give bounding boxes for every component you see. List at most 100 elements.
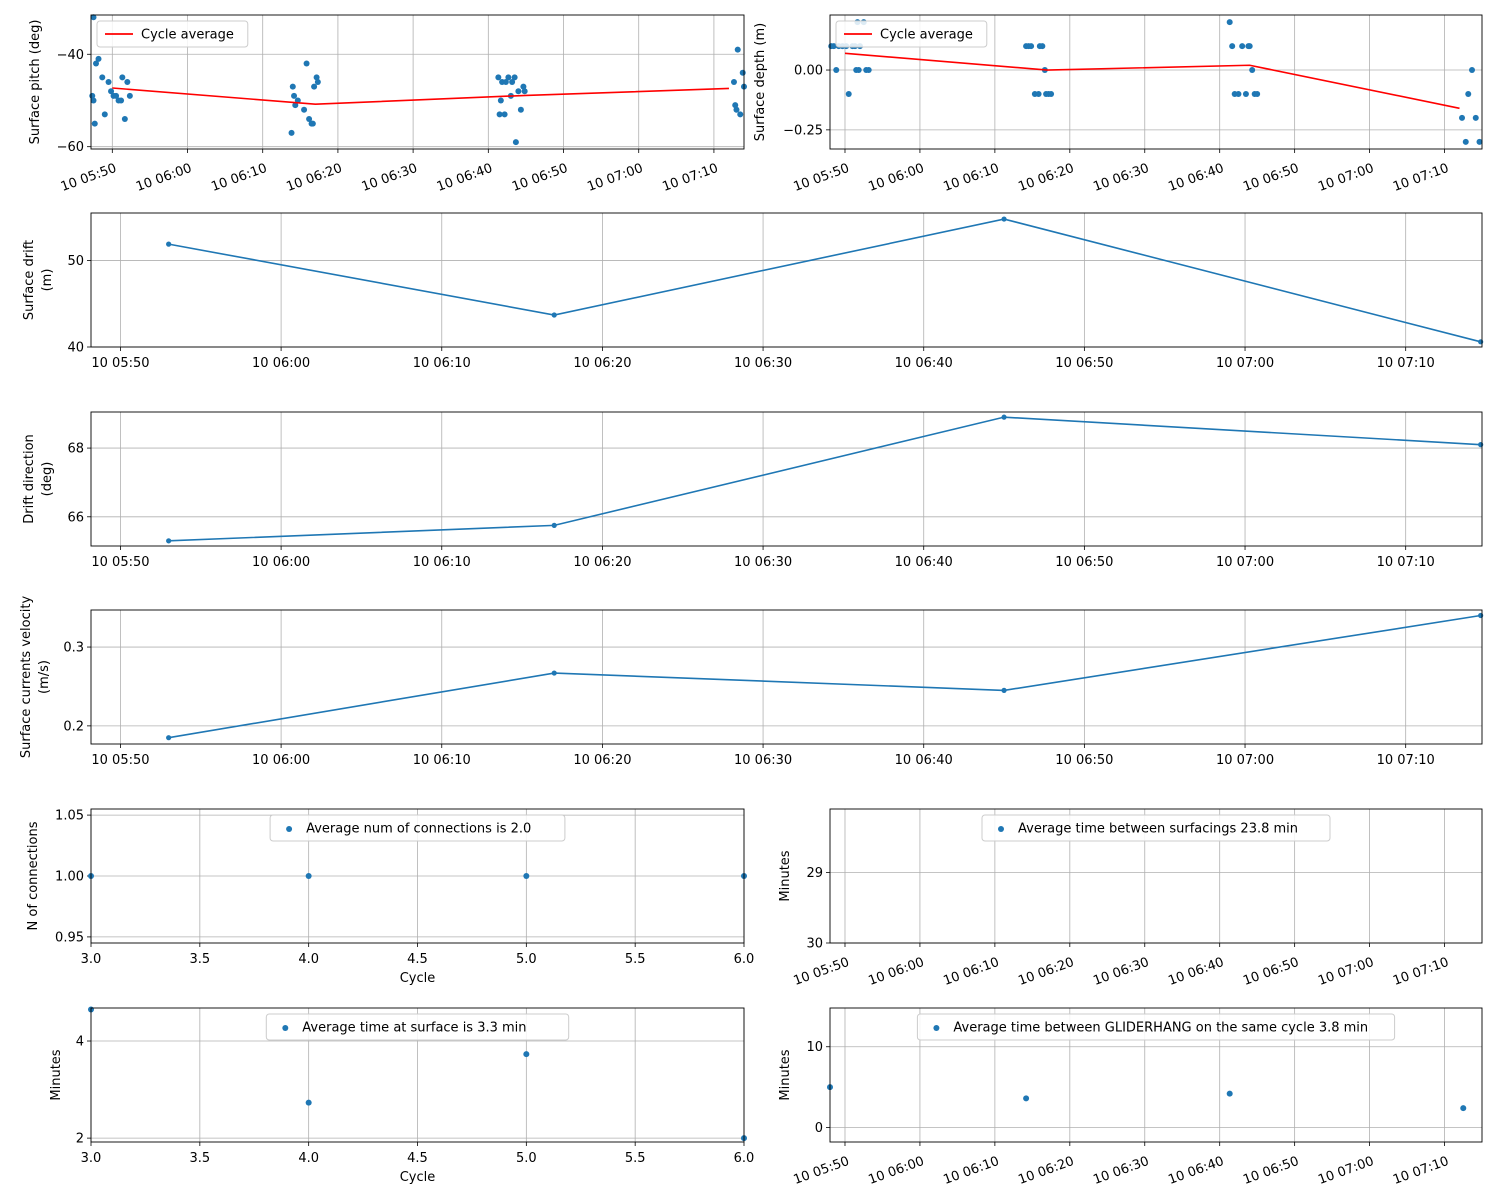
x-tick-label: 10 06:10	[413, 555, 471, 570]
series-line	[168, 416, 1481, 542]
x-tick-label: 10 06:50	[1055, 356, 1113, 371]
data-point	[511, 74, 518, 81]
y-axis-label: Minutes	[778, 850, 793, 901]
axes-frame	[90, 609, 1483, 745]
x-tick-label: 10 06:00	[867, 1154, 927, 1188]
data-point	[497, 97, 504, 104]
data-point	[515, 88, 522, 95]
data-point	[166, 241, 172, 247]
data-point	[166, 538, 172, 544]
axes-frame	[90, 808, 745, 944]
axes-frame	[90, 14, 745, 150]
data-point	[495, 74, 502, 81]
data-point	[1235, 90, 1242, 97]
data-point	[119, 74, 126, 81]
legend-box	[96, 20, 249, 48]
data-point	[306, 115, 313, 122]
x-tick-label: 10 06:50	[1241, 161, 1301, 195]
data-point	[509, 79, 516, 85]
x-tick-label: 10 06:20	[573, 356, 631, 371]
data-point	[314, 79, 321, 85]
data-point	[520, 83, 527, 90]
data-point	[523, 873, 530, 879]
data-point	[121, 115, 128, 122]
x-tick-label: 10 06:50	[510, 161, 570, 195]
axes-frame	[90, 411, 1483, 547]
x-tick-label: 10 05:50	[91, 555, 149, 570]
x-tick-label: 4.5	[407, 952, 428, 967]
data-point	[845, 90, 852, 97]
x-tick-label: 10 06:00	[252, 356, 310, 371]
legend-box	[269, 814, 566, 842]
data-point	[1249, 67, 1256, 74]
between-chart: 10 05:50 10 06:00 10 06:10 10 06:20 10 06:30…	[778, 808, 1483, 989]
data-point	[289, 83, 296, 90]
data-point	[1478, 339, 1484, 345]
y-tick-label: 30	[806, 937, 823, 952]
x-tick-label: 10 07:10	[661, 161, 721, 195]
x-tick-label: 10 06:30	[734, 555, 792, 570]
x-tick-label: 10 06:20	[285, 161, 345, 195]
series-line	[168, 218, 1481, 343]
y-tick-label: 40	[67, 341, 84, 356]
data-point	[288, 129, 295, 136]
legend: Cycle average	[96, 20, 249, 48]
axes-frame	[829, 808, 1483, 944]
plot-area	[166, 216, 1484, 345]
data-point	[303, 60, 310, 67]
x-tick-label: 4.0	[298, 952, 319, 967]
x-tick-label: 5.5	[625, 952, 646, 967]
legend-label: Average time at surface is 3.3 min	[302, 1021, 526, 1036]
x-tick-label: 10 07:00	[585, 161, 645, 195]
data-point	[1459, 114, 1466, 121]
direction-chart: 10 05:50 10 06:00 10 06:10 10 06:20 10 06:30…	[22, 411, 1484, 570]
data-point	[551, 522, 557, 528]
legend-marker	[998, 826, 1004, 832]
data-point	[105, 79, 112, 85]
x-axis-label: Cycle	[400, 971, 436, 986]
data-point	[93, 60, 100, 67]
x-tick-label: 10 06:40	[895, 753, 953, 768]
y-axis-label: (m)	[40, 269, 55, 292]
y-axis-label: (deg)	[40, 462, 55, 497]
data-point	[305, 873, 312, 879]
x-tick-label: 10 06:40	[895, 356, 953, 371]
y-axis-label: Surface pitch (deg)	[28, 20, 43, 145]
x-tick-label: 10 06:10	[209, 161, 269, 195]
y-axis-label: Surface drift	[22, 240, 37, 320]
x-tick-label: 5.5	[625, 1151, 646, 1166]
x-tick-label: 10 06:50	[1241, 1154, 1301, 1188]
data-point	[502, 79, 509, 85]
data-point	[1001, 687, 1007, 694]
data-point	[737, 111, 744, 118]
x-tick-label: 10 06:30	[1091, 955, 1151, 989]
y-tick-label: 29	[806, 866, 823, 881]
data-point	[1254, 90, 1261, 97]
y-axis-label: Minutes	[49, 1049, 64, 1100]
x-tick-label: 10 06:00	[252, 753, 310, 768]
data-point	[1023, 1095, 1030, 1102]
data-point	[1226, 19, 1233, 26]
data-point	[292, 102, 299, 109]
x-tick-label: 5.0	[516, 952, 537, 967]
data-point	[124, 79, 131, 85]
x-tick-label: 10 05:50	[792, 1154, 852, 1188]
legend: Cycle average	[835, 20, 988, 48]
x-tick-label: 10 06:10	[413, 356, 471, 371]
x-tick-label: 10 06:10	[941, 1154, 1001, 1188]
x-tick-label: 10 06:30	[360, 161, 420, 195]
x-tick-label: 10 07:10	[1391, 161, 1451, 195]
data-point	[309, 120, 316, 127]
plot-area	[166, 414, 1484, 544]
y-axis-label: N of connections	[26, 821, 41, 930]
legend-label: Average num of connections is 2.0	[306, 822, 531, 837]
data-point	[301, 106, 308, 113]
data-point	[1472, 114, 1479, 121]
legend-box	[835, 20, 988, 48]
legend: Average time between surfacings 23.8 min	[981, 814, 1331, 842]
x-tick-label: 10 06:30	[734, 356, 792, 371]
data-point	[99, 74, 106, 81]
data-point	[305, 1099, 312, 1106]
data-point	[833, 67, 840, 74]
